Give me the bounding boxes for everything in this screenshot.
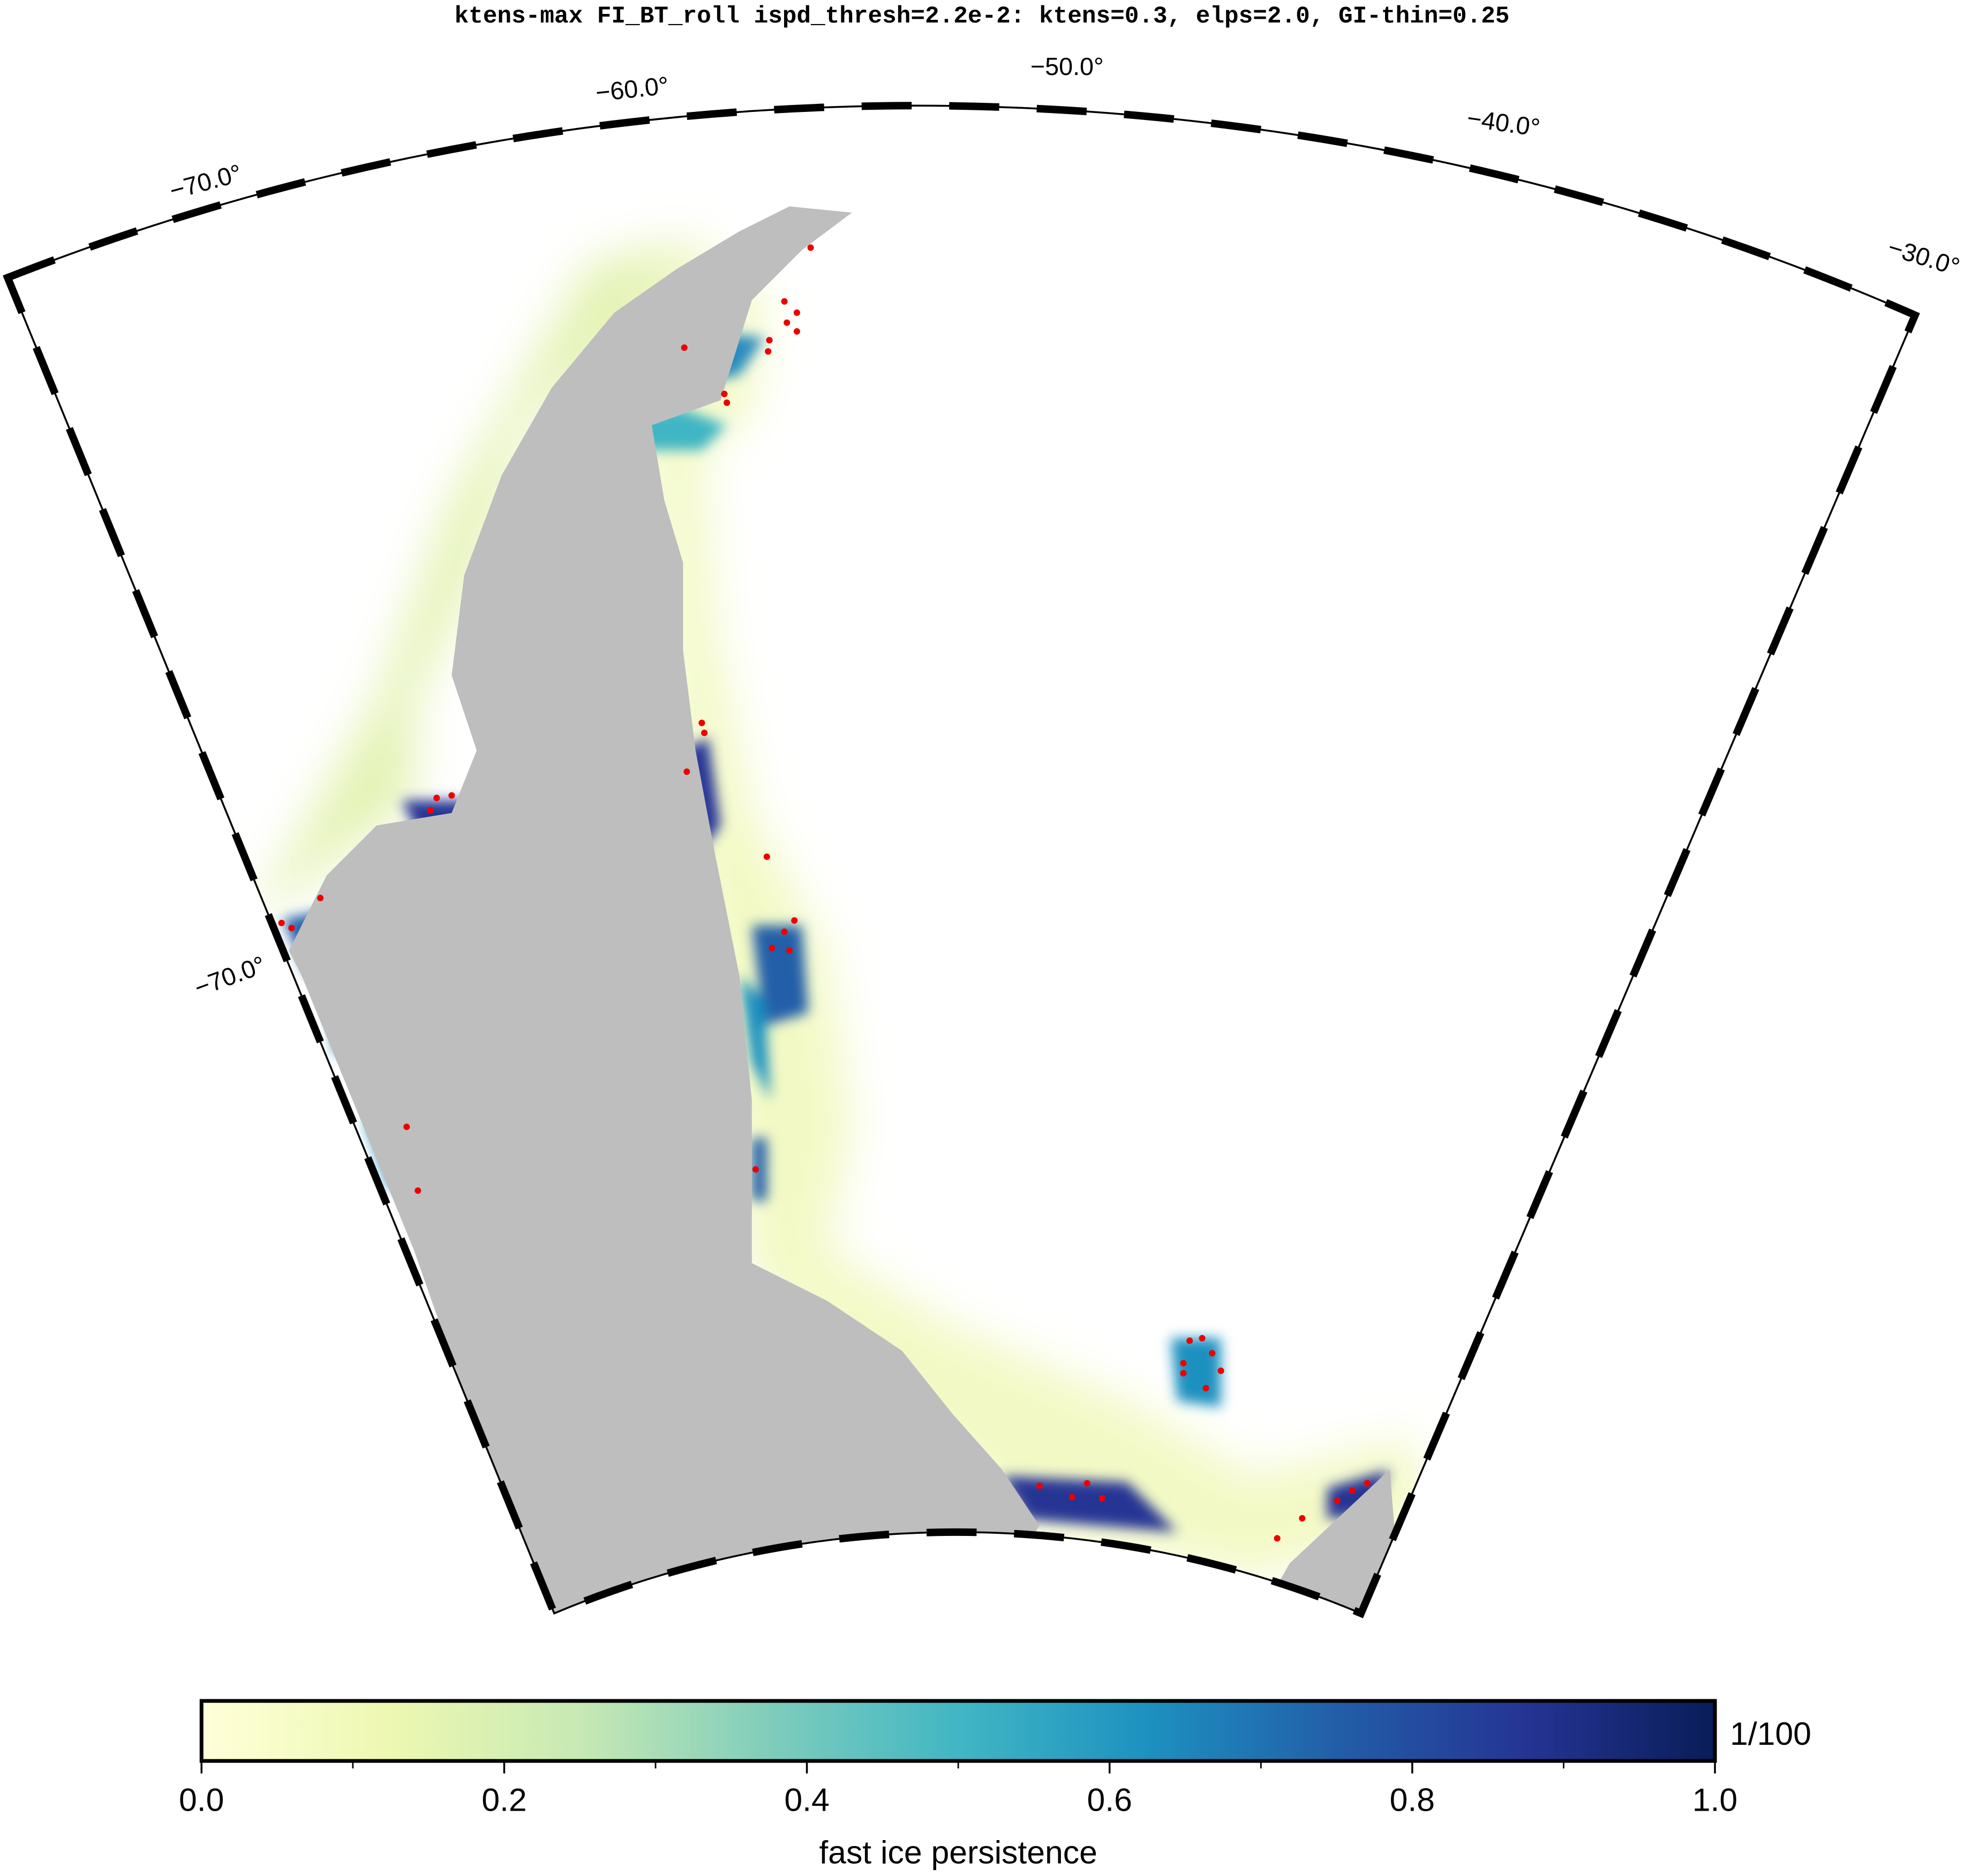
iceberg-dot bbox=[1199, 1335, 1206, 1342]
map-area bbox=[7, 106, 1915, 1614]
colorbar-unit: 1/100 bbox=[1730, 1715, 1811, 1752]
lat-label: −70.0° bbox=[191, 951, 269, 1002]
iceberg-dot bbox=[1202, 1385, 1209, 1392]
iceberg-dot bbox=[781, 928, 788, 935]
iceberg-dot bbox=[433, 794, 440, 802]
iceberg-dot bbox=[765, 348, 772, 355]
lon-label: −60.0° bbox=[595, 71, 670, 107]
iceberg-dot bbox=[1036, 1482, 1043, 1489]
iceberg-dot bbox=[786, 947, 793, 954]
iceberg-dot bbox=[791, 917, 798, 924]
iceberg-dot bbox=[698, 719, 705, 726]
iceberg-dot bbox=[278, 920, 285, 926]
lon-label: −30.0° bbox=[1885, 233, 1963, 281]
title: ktens-max FI_BT_roll ispd_thresh=2.2e-2:… bbox=[455, 3, 1510, 30]
iceberg-dot bbox=[1083, 1480, 1090, 1487]
iceberg-dot bbox=[807, 244, 814, 251]
iceberg-dot bbox=[415, 1187, 422, 1194]
iceberg-dot bbox=[1217, 1367, 1224, 1374]
iceberg-dot bbox=[1180, 1360, 1187, 1367]
colorbar-label: fast ice persistence bbox=[819, 1834, 1097, 1871]
colorbar-tick-label: 0.6 bbox=[1087, 1782, 1132, 1818]
iceberg-dot bbox=[681, 344, 688, 351]
lon-label: −70.0° bbox=[167, 159, 245, 205]
iceberg-dot bbox=[784, 319, 791, 326]
iceberg-dot bbox=[288, 924, 295, 931]
iceberg-dot bbox=[793, 328, 800, 335]
iceberg-dot bbox=[701, 729, 708, 736]
colorbar-scale bbox=[199, 1699, 1717, 1763]
grounded-icebergs bbox=[278, 244, 1371, 1542]
iceberg-dot bbox=[1334, 1497, 1341, 1504]
iceberg-dot bbox=[1186, 1337, 1193, 1344]
iceberg-dot bbox=[752, 1166, 759, 1173]
iceberg-dot bbox=[1098, 1495, 1105, 1502]
iceberg-dot bbox=[763, 853, 770, 860]
iceberg-dot bbox=[766, 337, 773, 344]
lon-label: −40.0° bbox=[1465, 104, 1542, 142]
iceberg-dot bbox=[448, 792, 455, 799]
colorbar-tick-label: 0.0 bbox=[179, 1782, 224, 1818]
iceberg-dot bbox=[403, 1124, 410, 1131]
iceberg-dot bbox=[1349, 1487, 1356, 1494]
iceberg-dot bbox=[769, 945, 776, 952]
colorbar: 1/100 fast ice persistence 0.0 0.2 0.4 0.6 0… bbox=[179, 1699, 1811, 1871]
iceberg-dot bbox=[724, 399, 731, 406]
iceberg-dot bbox=[1209, 1350, 1216, 1357]
map-frame-ticks bbox=[3, 102, 1920, 1618]
iceberg-dot bbox=[721, 390, 728, 397]
colorbar-tick-label: 1.0 bbox=[1692, 1782, 1737, 1818]
iceberg-dot bbox=[317, 894, 324, 901]
colorbar-tick-label: 0.2 bbox=[481, 1782, 526, 1818]
iceberg-dot bbox=[427, 807, 434, 814]
colorbar-tick-label: 0.4 bbox=[784, 1782, 829, 1818]
iceberg-dot bbox=[1364, 1480, 1371, 1487]
iceberg-dot bbox=[1068, 1494, 1075, 1501]
fast-ice-halo bbox=[251, 237, 1427, 1576]
iceberg-dot bbox=[683, 768, 690, 775]
iceberg-dot bbox=[1274, 1535, 1281, 1542]
lon-label: −50.0° bbox=[1030, 52, 1104, 80]
land bbox=[289, 206, 1040, 1614]
iceberg-dot bbox=[781, 298, 788, 305]
colorbar-tick-label: 0.8 bbox=[1390, 1782, 1435, 1818]
iceberg-dot bbox=[793, 309, 800, 316]
iceberg-dot bbox=[1180, 1370, 1187, 1377]
iceberg-dot bbox=[1299, 1515, 1306, 1522]
